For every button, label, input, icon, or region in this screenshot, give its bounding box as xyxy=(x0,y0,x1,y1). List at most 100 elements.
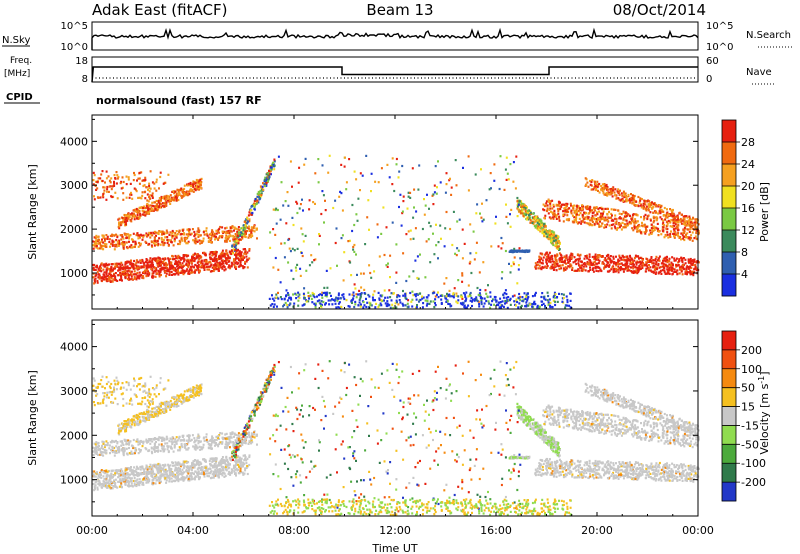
power-cell xyxy=(216,237,219,240)
power-cell xyxy=(234,265,237,268)
power-cell xyxy=(242,248,245,251)
power-cell xyxy=(547,231,550,234)
power-cell xyxy=(189,185,192,188)
power-cell xyxy=(133,270,136,273)
power-cell xyxy=(194,257,196,260)
power-cell xyxy=(502,305,505,308)
power-cell xyxy=(582,265,585,268)
power-cell xyxy=(131,197,134,200)
power-cell xyxy=(138,196,141,199)
power-cell xyxy=(529,221,532,224)
power-cell xyxy=(192,253,195,256)
power-cell xyxy=(171,229,174,233)
power-cell xyxy=(158,197,161,200)
power-cell xyxy=(213,259,216,263)
power-cell xyxy=(138,177,141,180)
power-cell xyxy=(538,255,541,258)
power-cell xyxy=(367,293,370,297)
power-cell xyxy=(573,211,576,214)
power-cell xyxy=(218,236,221,239)
power-cell xyxy=(667,269,670,272)
power-cell xyxy=(601,262,604,265)
power-cell xyxy=(583,262,586,265)
power-cell xyxy=(363,292,366,295)
power-cell xyxy=(667,271,670,274)
power-cell xyxy=(595,258,597,261)
power-cell xyxy=(121,176,124,179)
power-cell xyxy=(549,240,552,243)
freq-unit: [MHz] xyxy=(4,69,30,79)
power-cell xyxy=(416,276,419,280)
power-cell xyxy=(557,265,560,268)
power-cell xyxy=(94,268,97,271)
power-cell xyxy=(679,217,682,221)
power-cell xyxy=(657,264,660,267)
power-cell xyxy=(128,270,131,273)
power-cell xyxy=(200,259,203,262)
power-cell xyxy=(601,183,604,186)
power-cell xyxy=(563,203,566,206)
power-cell xyxy=(142,234,145,237)
power-cell xyxy=(562,210,565,213)
power-cell xyxy=(551,235,554,238)
power-cell xyxy=(97,273,100,276)
power-cell xyxy=(536,306,539,309)
power-cell xyxy=(570,264,573,267)
power-cell xyxy=(120,278,123,281)
power-cell xyxy=(646,258,649,261)
power-cell xyxy=(610,208,613,211)
power-cell xyxy=(464,306,467,309)
power-cell xyxy=(147,233,149,236)
power-cell xyxy=(166,238,169,241)
power-cell xyxy=(239,257,242,260)
power-cell xyxy=(226,257,229,260)
power-cell xyxy=(136,267,138,270)
power-cell xyxy=(125,266,128,270)
power-cell xyxy=(289,296,292,299)
power-cell xyxy=(196,188,199,191)
freq-tick-top: 18 xyxy=(75,56,88,67)
power-cell xyxy=(190,271,193,274)
power-cell xyxy=(336,299,339,302)
power-cell xyxy=(659,208,662,211)
power-cell xyxy=(123,241,126,244)
power-cell xyxy=(534,266,537,269)
power-cell xyxy=(257,201,260,204)
power-cell xyxy=(639,260,641,263)
power-cell xyxy=(198,180,201,183)
power-cell xyxy=(543,209,546,212)
power-cell xyxy=(654,203,657,206)
power-cell xyxy=(152,263,154,267)
power-cell xyxy=(443,282,446,285)
power-cell xyxy=(250,213,253,216)
power-cell xyxy=(168,260,171,264)
power-cell xyxy=(128,234,131,237)
power-cell xyxy=(233,243,236,246)
power-cell xyxy=(178,189,181,192)
power-cell xyxy=(621,194,624,197)
power-cell xyxy=(183,237,186,240)
power-cell xyxy=(366,301,369,304)
power-cell xyxy=(158,257,161,260)
power-cell xyxy=(280,298,283,301)
power-cell xyxy=(596,211,598,214)
power-cell xyxy=(120,277,123,280)
power-cell xyxy=(163,205,166,208)
power-cell xyxy=(573,219,576,222)
power-cell xyxy=(627,257,630,260)
power-cell xyxy=(633,225,636,228)
power-cell xyxy=(215,266,218,269)
power-cell xyxy=(137,237,140,240)
power-cell xyxy=(196,230,199,233)
power-cell xyxy=(353,170,356,173)
power-cell xyxy=(308,297,310,300)
power-cell xyxy=(234,248,237,252)
power-cell xyxy=(93,236,96,239)
power-cell xyxy=(675,219,678,222)
power-cell xyxy=(624,192,627,195)
power-cell xyxy=(179,266,182,269)
power-cell xyxy=(133,218,136,221)
power-cell xyxy=(211,270,213,273)
power-cell xyxy=(240,231,243,234)
power-cell xyxy=(176,265,178,268)
